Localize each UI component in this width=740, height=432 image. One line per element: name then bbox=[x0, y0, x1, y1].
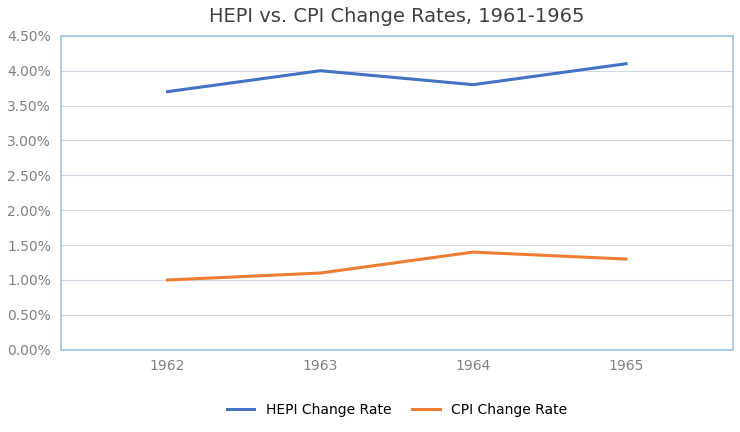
Line: HEPI Change Rate: HEPI Change Rate bbox=[167, 64, 626, 92]
HEPI Change Rate bbox=[622, 61, 630, 67]
Line: CPI Change Rate: CPI Change Rate bbox=[167, 252, 626, 280]
CPI Change Rate bbox=[622, 257, 630, 262]
CPI Change Rate bbox=[163, 277, 172, 283]
Legend: HEPI Change Rate, CPI Change Rate: HEPI Change Rate, CPI Change Rate bbox=[221, 397, 573, 422]
HEPI Change Rate bbox=[316, 68, 325, 73]
HEPI Change Rate bbox=[163, 89, 172, 94]
Title: HEPI vs. CPI Change Rates, 1961-1965: HEPI vs. CPI Change Rates, 1961-1965 bbox=[209, 7, 585, 26]
HEPI Change Rate bbox=[468, 82, 477, 87]
CPI Change Rate bbox=[316, 270, 325, 276]
CPI Change Rate bbox=[468, 250, 477, 255]
